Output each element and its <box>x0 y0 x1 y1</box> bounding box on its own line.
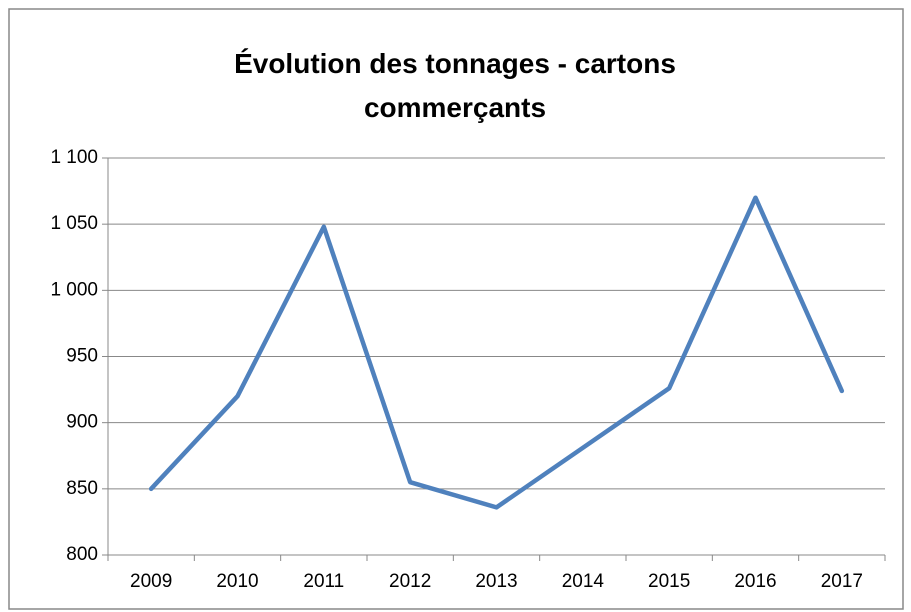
y-tick-label: 1 050 <box>50 213 98 234</box>
y-tick-label: 800 <box>66 544 98 565</box>
y-tick-label: 950 <box>66 346 98 367</box>
y-tick-label: 1 100 <box>50 147 98 168</box>
x-tick-label: 2014 <box>562 571 605 592</box>
x-tick-label: 2015 <box>648 571 690 592</box>
x-tick-label: 2010 <box>216 571 258 592</box>
x-tick-label: 2012 <box>389 571 431 592</box>
x-tick-label: 2016 <box>734 571 776 592</box>
y-tick-label: 900 <box>66 412 98 433</box>
y-tick-label: 1 000 <box>50 279 98 300</box>
x-tick-label: 2017 <box>821 571 863 592</box>
y-tick-label: 850 <box>66 478 98 499</box>
x-tick-label: 2013 <box>475 571 517 592</box>
chart-title: Évolution des tonnages - cartons commerç… <box>234 48 676 123</box>
x-tick-label: 2011 <box>303 571 344 592</box>
chart-frame <box>8 8 904 610</box>
data-line <box>148 195 845 510</box>
x-tick-label: 2009 <box>130 571 172 592</box>
